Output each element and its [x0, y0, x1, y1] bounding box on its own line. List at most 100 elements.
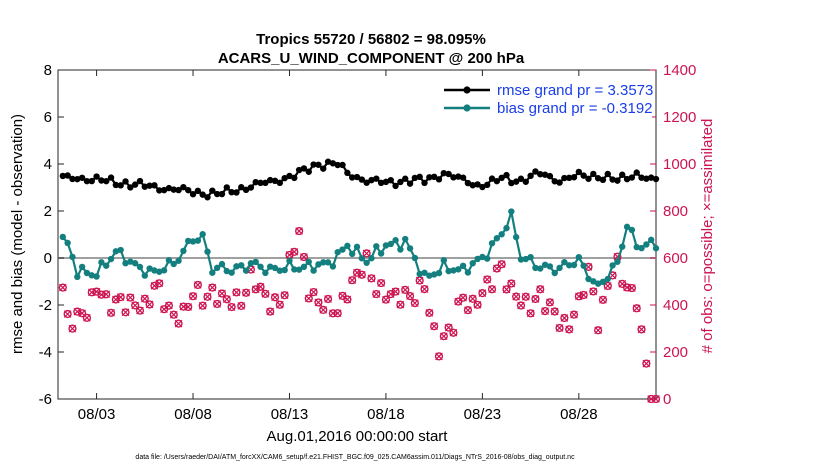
- obs-count-marker: [550, 307, 559, 316]
- rmse-point: [242, 186, 250, 194]
- bias-point: [479, 253, 486, 261]
- obs-count-marker: [164, 301, 174, 310]
- obs-count-marker: [516, 301, 526, 310]
- bias-point: [633, 243, 640, 251]
- bias-point: [368, 255, 375, 262]
- rmse-point: [286, 172, 293, 180]
- bias-point: [295, 266, 303, 273]
- legend-bias-marker: [463, 104, 471, 112]
- bias-point: [652, 245, 660, 252]
- bias-point: [416, 270, 423, 278]
- obs-count-marker: [569, 310, 579, 319]
- bias-point: [300, 263, 308, 271]
- obs-count-marker: [116, 293, 125, 302]
- obs-count-marker: [174, 319, 183, 328]
- bias-point: [585, 275, 592, 283]
- bias-point: [228, 269, 235, 276]
- bias-point: [363, 259, 370, 266]
- bias-point: [146, 265, 153, 272]
- obs-count-marker: [222, 295, 231, 304]
- obs-count-marker: [261, 289, 270, 298]
- obs-count-marker: [579, 290, 588, 300]
- obs-count-marker: [280, 291, 289, 300]
- rmse-point: [455, 173, 462, 180]
- rmse-point: [209, 187, 216, 194]
- rmse-point: [353, 173, 361, 181]
- rmse-point: [430, 173, 438, 181]
- obs-count-marker: [478, 289, 487, 298]
- rmse-point: [156, 187, 163, 194]
- obs-count-marker: [92, 287, 101, 296]
- bias-point: [435, 269, 443, 277]
- bias-point: [565, 262, 573, 269]
- rmse-point: [358, 176, 366, 183]
- bias-point: [348, 250, 356, 258]
- rmse-series-layer: [59, 158, 660, 201]
- rmse-point: [146, 182, 153, 189]
- rmse-point: [271, 177, 279, 185]
- obs-count-marker: [502, 285, 511, 294]
- rmse-point: [98, 177, 105, 184]
- obs-count-marker: [217, 289, 227, 298]
- bias-point: [122, 260, 129, 267]
- obs-count-marker: [241, 288, 251, 297]
- obs-count-marker: [420, 285, 429, 294]
- bias-point: [508, 208, 515, 215]
- rmse-point: [580, 172, 587, 179]
- obs-count-marker: [642, 359, 651, 368]
- data-file-footnote: data file: /Users/raeder/DAI/ATM_forcXX/…: [135, 454, 575, 461]
- rmse-point: [450, 174, 457, 181]
- rmse-point: [257, 179, 264, 187]
- rmse-point: [175, 186, 182, 194]
- right-tick-label: 1200: [663, 109, 696, 126]
- bias-point: [103, 262, 110, 269]
- obs-count-marker: [487, 285, 497, 294]
- rmse-point: [165, 184, 173, 192]
- bias-point: [503, 224, 510, 232]
- obs-count-marker: [507, 279, 516, 288]
- left-tick-label: 4: [44, 156, 52, 173]
- obs-count-marker: [58, 283, 67, 292]
- x-tick-label: 08/18: [367, 406, 405, 423]
- bias-point: [59, 233, 67, 241]
- bias-point: [469, 260, 476, 267]
- obs-count-marker: [410, 298, 419, 308]
- obs-count-marker: [68, 324, 77, 333]
- obs-count-marker: [155, 279, 164, 288]
- rmse-point: [527, 172, 534, 180]
- obs-count-marker: [497, 260, 506, 269]
- obs-count-marker: [227, 302, 236, 312]
- obs-count-marker: [309, 287, 318, 297]
- left-axis: -6 -4 -2 0 2 4 6 8: [39, 62, 64, 408]
- bias-point: [406, 245, 414, 252]
- bias-point: [517, 256, 525, 263]
- bias-point: [218, 260, 226, 268]
- rmse-point: [238, 184, 245, 191]
- rmse-point: [604, 170, 611, 178]
- rmse-point: [445, 170, 452, 178]
- bias-point: [445, 267, 452, 275]
- rmse-point: [262, 179, 269, 187]
- rmse-point: [556, 179, 563, 186]
- rmse-point: [78, 174, 86, 181]
- rmse-point: [392, 182, 399, 190]
- bias-point: [570, 261, 578, 269]
- rmse-point: [609, 176, 616, 183]
- rmse-point: [295, 166, 303, 174]
- obs-count-marker: [314, 298, 323, 307]
- left-tick-label: 8: [44, 62, 52, 79]
- obs-count-marker: [594, 326, 603, 335]
- rmse-point: [440, 169, 448, 177]
- bias-point: [64, 239, 71, 247]
- right-tick-label: 200: [663, 344, 688, 361]
- x-tick-label: 08/13: [271, 406, 309, 423]
- bias-point: [421, 269, 428, 276]
- obs-count-marker: [121, 308, 130, 317]
- bias-point: [455, 266, 462, 273]
- obs-count-marker: [102, 290, 111, 299]
- rmse-point: [117, 182, 124, 189]
- obs-count-marker: [430, 322, 439, 331]
- rmse-point: [170, 186, 177, 193]
- rmse-point: [575, 168, 583, 176]
- obs-count-marker: [145, 300, 154, 309]
